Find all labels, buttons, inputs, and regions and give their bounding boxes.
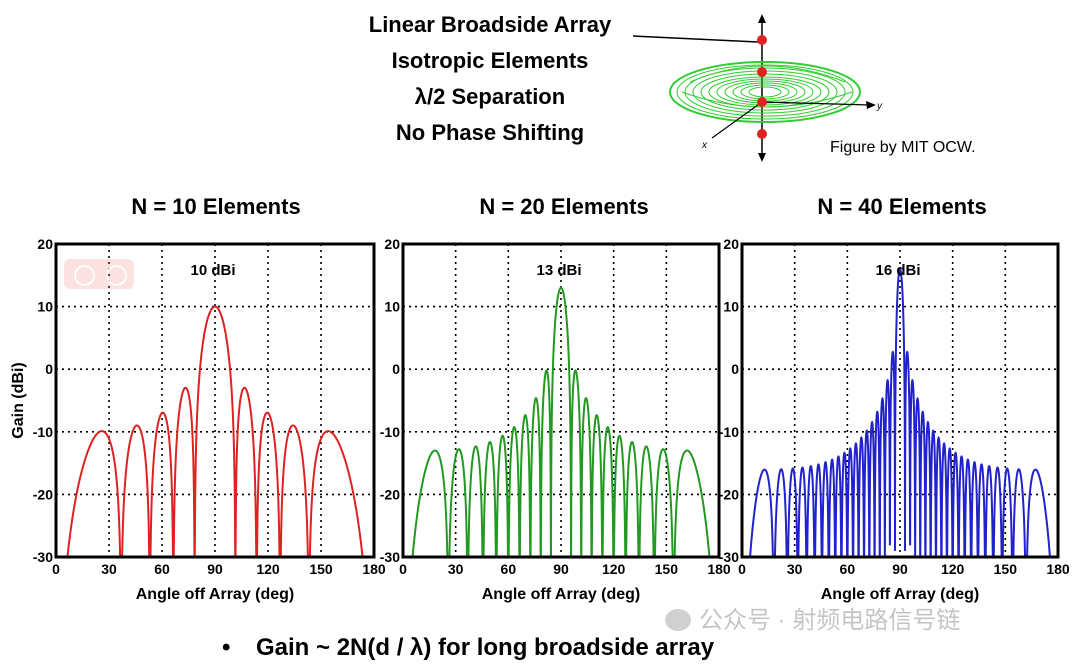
chart-panel: 0 30 60 90 120 150 180 -30 -20 -10 0 10 20 Angle off … <box>380 236 731 603</box>
axis-arrow-down-icon <box>758 153 766 162</box>
gain-curve <box>56 305 374 558</box>
gain-curve <box>403 286 719 558</box>
y-tick-label: 20 <box>37 236 53 252</box>
x-tick-label: 180 <box>362 561 386 577</box>
x-axis-title: Angle off Array (deg) <box>136 586 295 603</box>
bullet-item: • Gain ~ 2N(d / λ) for long broadside arr… <box>222 634 714 662</box>
plot-frame <box>54 242 376 559</box>
y-tick-label: 10 <box>384 299 400 315</box>
x-tick-label: 30 <box>101 561 117 577</box>
header-line-array-type: Linear Broadside Array <box>368 12 612 37</box>
y-tick-label: 20 <box>723 236 739 252</box>
header-line-phase: No Phase Shifting <box>395 120 585 145</box>
chart-title: N = 20 Elements <box>479 194 649 219</box>
x-tick-label: 150 <box>309 561 333 577</box>
watermark-text: 公众号 · 射频电路信号链 <box>699 607 961 634</box>
peak-gain-label: 16 dBi <box>875 262 920 279</box>
array-pattern-diagram: y x <box>632 14 883 162</box>
chart-title: N = 10 Elements <box>131 194 301 219</box>
y-tick-label: 0 <box>45 361 53 377</box>
chart-panel: 0 30 60 90 120 150 180 -30 -20 -10 0 10 20 Angle off … <box>10 236 386 603</box>
x-tick-label: 150 <box>994 561 1018 577</box>
callout-line <box>632 35 759 43</box>
x-tick-label: 120 <box>602 561 626 577</box>
x-tick-label: 90 <box>207 561 223 577</box>
header-line-separation: λ/2 Separation <box>414 84 566 109</box>
x-tick-label: 120 <box>256 561 280 577</box>
y-tick-label: 10 <box>37 299 53 315</box>
x-tick-label: 60 <box>154 561 170 577</box>
y-tick-label: 20 <box>384 236 400 252</box>
x-tick-label: 30 <box>448 561 464 577</box>
x-tick-label: 0 <box>52 561 60 577</box>
x-tick-label: 90 <box>892 561 908 577</box>
x-axis-title: Angle off Array (deg) <box>821 586 980 603</box>
plot-frame <box>740 242 1060 559</box>
x-tick-label: 180 <box>707 561 731 577</box>
figure-credit: Figure by MIT OCW. <box>830 139 976 156</box>
bullet-dot-icon: • <box>222 634 231 661</box>
header-line-elements: Isotropic Elements <box>391 48 589 73</box>
y-tick-label: -10 <box>380 424 400 440</box>
x-axis-label: x <box>701 140 708 151</box>
bullet-text: Gain ~ 2N(d / λ) for long broadside arra… <box>256 634 715 661</box>
peak-gain-label: 10 dBi <box>190 262 235 279</box>
x-tick-label: 180 <box>1046 561 1070 577</box>
wechat-icon <box>665 609 691 631</box>
x-tick-label: 0 <box>399 561 407 577</box>
y-tick-label: -10 <box>33 424 53 440</box>
gain-curve <box>742 267 1058 558</box>
peak-gain-label: 13 dBi <box>536 262 581 279</box>
plot-frame <box>401 242 721 559</box>
y-axis-title: Gain (dBi) <box>10 362 27 438</box>
y-axis-label: y <box>876 101 883 112</box>
x-tick-label: 0 <box>738 561 746 577</box>
x-tick-label: 60 <box>501 561 517 577</box>
chart-title: N = 40 Elements <box>817 194 987 219</box>
axis-arrow-up-icon <box>758 14 766 23</box>
ai-badge-icon <box>64 259 134 289</box>
y-tick-label: -30 <box>33 549 53 565</box>
array-elements-icon <box>757 35 767 139</box>
x-tick-label: 150 <box>655 561 679 577</box>
chart-panel: 0 30 60 90 120 150 180 -30 -20 -10 0 10 20 Angle off … <box>719 236 1070 603</box>
y-tick-label: 0 <box>392 361 400 377</box>
x-axis-line <box>711 101 763 139</box>
x-tick-label: 120 <box>941 561 965 577</box>
y-tick-label: -30 <box>380 549 400 565</box>
y-tick-label: -30 <box>719 549 739 565</box>
x-tick-label: 30 <box>787 561 803 577</box>
y-tick-label: 10 <box>723 299 739 315</box>
y-tick-label: 0 <box>731 361 739 377</box>
x-tick-label: 90 <box>553 561 569 577</box>
y-tick-label: -10 <box>719 424 739 440</box>
y-tick-label: -20 <box>33 486 53 502</box>
x-axis-title: Angle off Array (deg) <box>482 586 641 603</box>
watermark: 公众号 · 射频电路信号链 <box>665 600 960 635</box>
y-tick-label: -20 <box>719 486 739 502</box>
x-tick-label: 60 <box>840 561 856 577</box>
y-axis-arrow-icon <box>866 101 876 109</box>
y-tick-label: -20 <box>380 486 400 502</box>
y-axis-line <box>761 101 871 106</box>
